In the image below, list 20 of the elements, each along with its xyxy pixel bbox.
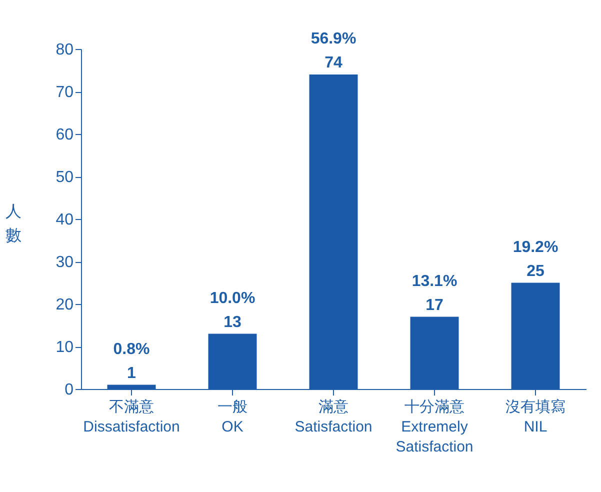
y-tick-label: 60: [56, 126, 74, 144]
y-tick-label: 70: [56, 84, 74, 101]
y-tick-label: 10: [56, 339, 74, 356]
x-tick-label: 沒有填寫 NIL: [506, 398, 566, 436]
x-tick-label: 不滿意 Dissatisfaction: [83, 398, 180, 436]
y-tick-label: 20: [56, 296, 74, 314]
y-tick-label: 30: [56, 254, 74, 271]
data-label: 56.9% 74: [310, 30, 356, 72]
y-tick-label: 40: [56, 212, 74, 228]
y-tick-label: 50: [56, 169, 74, 186]
y-axis-title: 人數: [6, 204, 22, 244]
data-label: 13.1% 17: [412, 272, 458, 314]
x-tick-label: 滿意 Satisfaction: [294, 398, 372, 436]
data-label: 10.0% 13: [210, 290, 256, 331]
y-tick-label: 80: [56, 42, 74, 58]
data-label: 0.8% 1: [113, 340, 150, 382]
x-tick-label: 一般 OK: [218, 398, 248, 436]
y-tick-label: 0: [64, 382, 74, 398]
x-tick-label: 十分滿意 Extremely Satisfaction: [396, 398, 474, 456]
data-label: 19.2% 25: [512, 238, 558, 280]
